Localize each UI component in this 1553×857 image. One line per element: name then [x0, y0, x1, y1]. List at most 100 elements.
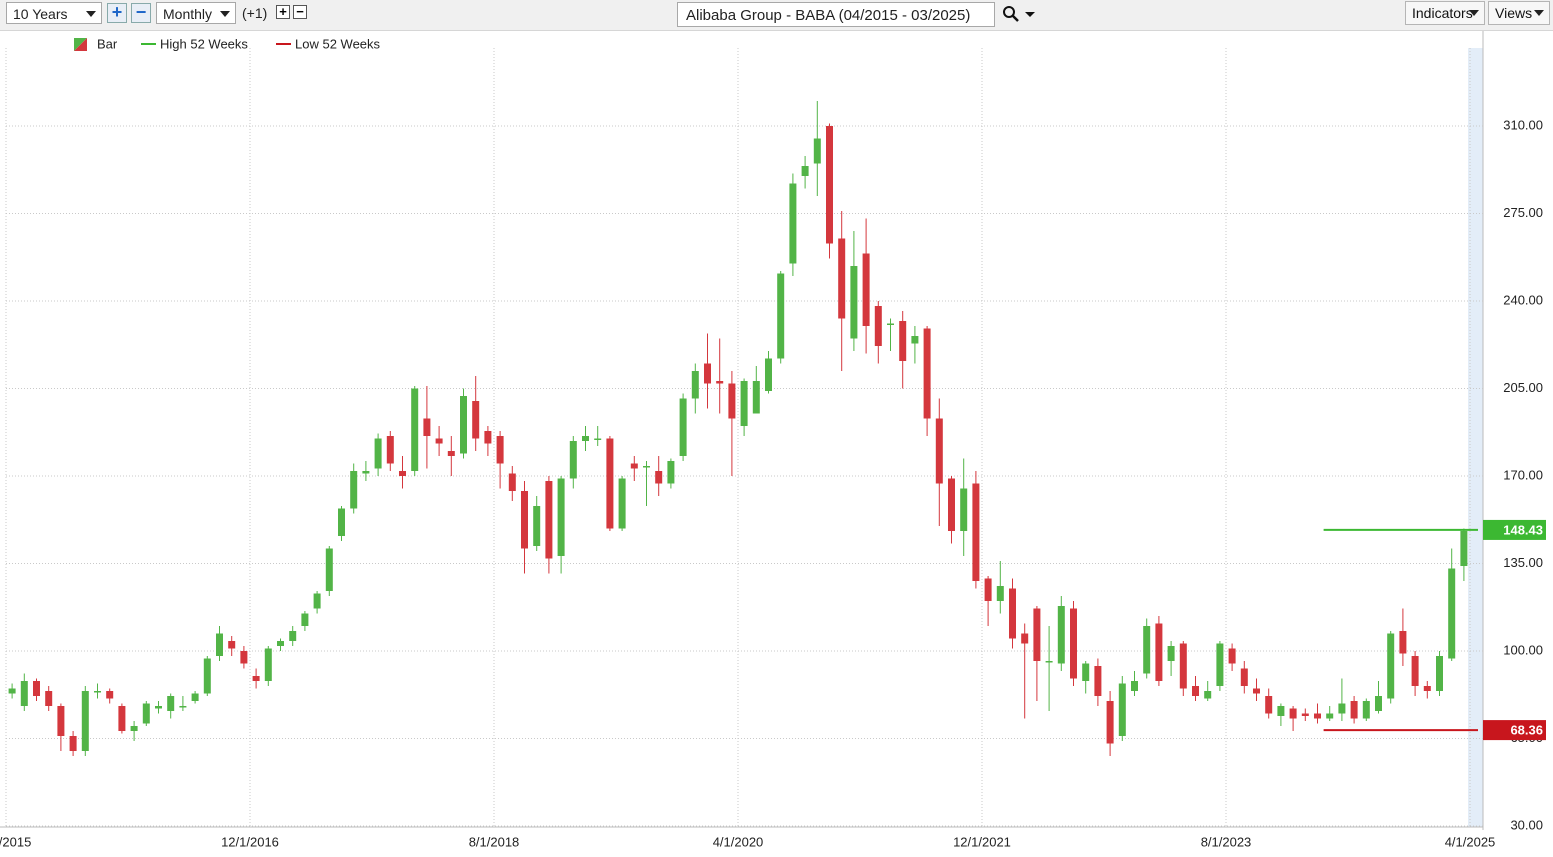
candle-body [1338, 703, 1346, 714]
legend-label: High 52 Weeks [160, 36, 248, 51]
candle-body [289, 631, 297, 641]
candle-body [118, 706, 126, 731]
x-tick-label: 12/1/2016 [221, 834, 279, 849]
zoom-in[interactable]: + [107, 3, 127, 23]
symbol-title[interactable]: Alibaba Group - BABA (04/2015 - 03/2025) [677, 2, 995, 27]
x-tick-label: 12/1/2021 [953, 834, 1011, 849]
y-tick-label: 170.00 [1503, 467, 1543, 482]
candle-body [643, 466, 650, 468]
candle-body [850, 266, 858, 339]
interval-select[interactable]: Monthly [156, 2, 236, 24]
candle-body [1350, 701, 1358, 719]
candle-body [1192, 686, 1199, 696]
candle-body [191, 693, 199, 701]
candle-body [960, 488, 968, 531]
candle-body [81, 691, 89, 751]
candle-body [1265, 696, 1273, 714]
candle-body [801, 166, 809, 176]
offset: (+1) [242, 5, 268, 21]
candle-body [667, 461, 675, 484]
level-label: 148.43 [1503, 522, 1543, 537]
candle-body [1033, 608, 1041, 661]
candle-body [948, 478, 955, 531]
candle-body [630, 463, 638, 469]
candle-body [996, 586, 1004, 601]
candle-body [862, 253, 870, 326]
candle-body [435, 438, 443, 444]
candle-body [1082, 663, 1090, 681]
candle-body [386, 436, 394, 464]
candle-body [1448, 568, 1456, 659]
candle-body [752, 381, 760, 414]
toolbar: 10 Years + − Monthly (+1) + − Alibaba Gr… [0, 0, 1553, 31]
candle-body [655, 471, 663, 484]
candle-body [545, 481, 553, 559]
candle-body [252, 676, 260, 681]
candle-body [179, 706, 187, 708]
candle-body [1314, 713, 1321, 719]
candle-body [167, 696, 175, 711]
candle-body [106, 691, 114, 699]
candle-body [1143, 626, 1151, 674]
x-tick-label: 4/1/2015 [0, 834, 31, 849]
candle-body [216, 633, 223, 656]
candle-body [923, 328, 931, 419]
candle-body [1009, 588, 1016, 639]
candle-body [57, 706, 65, 736]
legend-swatch [74, 38, 87, 51]
views-button[interactable]: Views [1488, 1, 1550, 25]
range-select[interactable]: 10 Years [6, 2, 102, 24]
candle-body [277, 641, 284, 646]
candle-body [301, 613, 309, 626]
candle-body [557, 478, 565, 556]
candle-body [594, 438, 602, 440]
candle-body [887, 323, 894, 325]
candle-body [155, 706, 162, 709]
candle-body [740, 381, 748, 426]
level-badge [1483, 720, 1546, 741]
candle-body [765, 358, 772, 391]
legend-label: Bar [97, 36, 118, 51]
candle-body [1155, 623, 1163, 681]
candle-body [1289, 708, 1297, 719]
candle-body [521, 491, 528, 549]
y-tick-label: 310.00 [1503, 117, 1543, 132]
candle-body [33, 681, 40, 696]
indicators-button[interactable]: Indicators [1405, 1, 1485, 25]
level-badge [1483, 519, 1546, 540]
candle-body [374, 438, 382, 469]
candle-body [679, 398, 687, 456]
candle-body [1411, 656, 1419, 686]
candle-body [606, 438, 614, 529]
candle-body [1375, 696, 1382, 711]
candle-body [45, 691, 53, 706]
y-tick-label: 275.00 [1503, 205, 1543, 220]
candle-body [1301, 713, 1309, 716]
candle-body [972, 483, 980, 581]
candle-body [264, 648, 272, 681]
candle-body [362, 471, 370, 474]
offset-plus[interactable]: + [276, 5, 290, 19]
candle-body [142, 703, 150, 724]
chart-bg [0, 30, 1553, 857]
candle-body [1228, 648, 1236, 664]
search-icon[interactable] [1001, 4, 1041, 24]
candle-body [228, 641, 236, 649]
candle-body [1021, 633, 1029, 644]
x-tick-label: 8/1/2018 [469, 834, 520, 849]
candle-body [569, 441, 577, 479]
offset-minus[interactable]: − [293, 5, 307, 19]
candle-body [1167, 646, 1175, 661]
candle-body [325, 548, 333, 591]
candle-body [1118, 683, 1126, 736]
future-band [1468, 48, 1483, 827]
candle-body [582, 436, 589, 441]
candle-body [1240, 668, 1248, 686]
x-tick-label: 8/1/2023 [1201, 834, 1252, 849]
candle-body [240, 651, 248, 664]
candle-body [874, 306, 882, 346]
candle-body [618, 478, 626, 529]
candle-body [838, 238, 846, 319]
zoom-out[interactable]: − [131, 3, 151, 23]
